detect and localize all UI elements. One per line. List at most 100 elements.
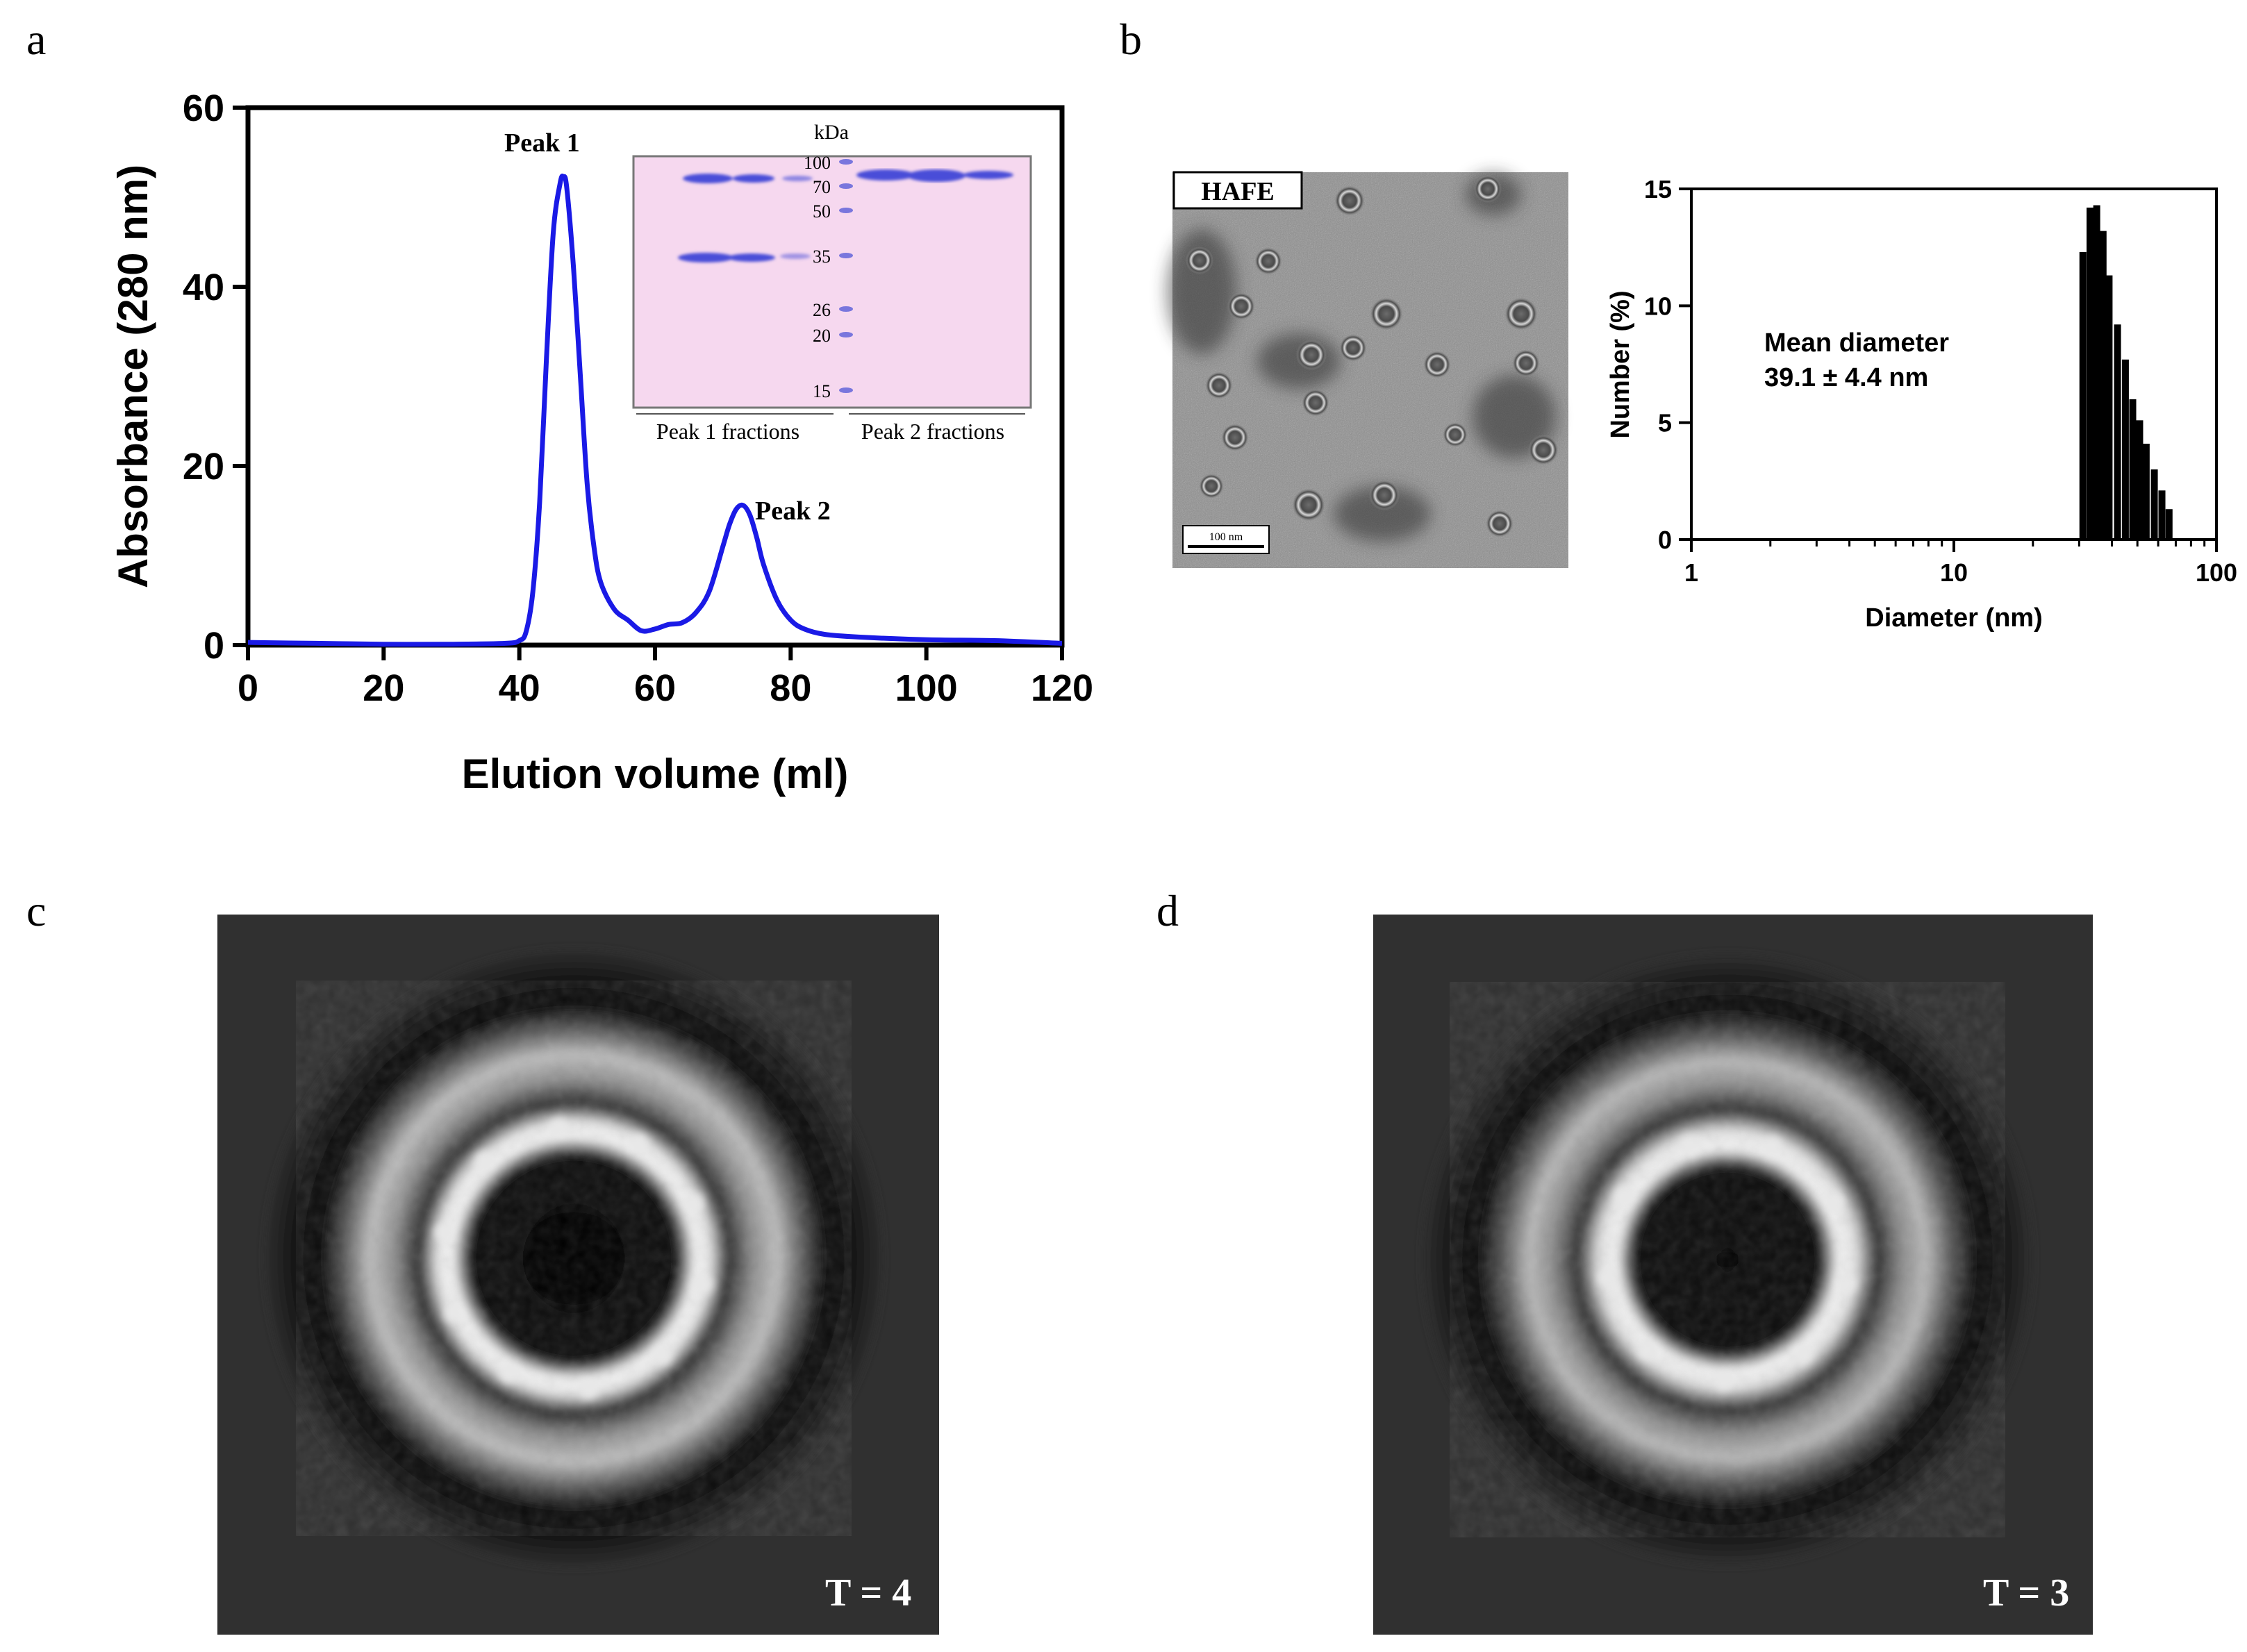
panel-label-c: c: [26, 886, 47, 935]
peak-1-fractions-caption: Peak 1 fractions: [656, 419, 799, 444]
peak-1-label: Peak 1: [504, 128, 580, 158]
histogram-bar: [2121, 359, 2129, 540]
peak-1-bands: [678, 174, 813, 262]
panel-label-b: b: [1120, 15, 1142, 64]
tem-particle: [1339, 334, 1367, 362]
histogram-bar: [2142, 443, 2150, 540]
histogram-bar: [2150, 469, 2158, 540]
gel-band: [856, 169, 915, 181]
tem-particle: [1227, 292, 1255, 320]
x-tick-label: 1: [1684, 558, 1698, 587]
gel-band: [780, 253, 811, 259]
class-average-t4-texture: [296, 981, 852, 1536]
histogram-bar: [2105, 275, 2113, 540]
x-tick-label: 10: [1940, 558, 1968, 587]
x-tick-label: 0: [238, 667, 258, 709]
tem-particle: [1504, 297, 1538, 331]
class-average-t3-texture: [1450, 982, 2005, 1537]
tem-particle: [1486, 510, 1514, 537]
tem-label-box: [1172, 171, 1303, 210]
y-tick-label: 0: [1658, 526, 1672, 554]
tem-scalebar-label: 100 nm: [1209, 531, 1243, 543]
gel-marker-band: [839, 208, 853, 213]
gel-marker-label: 50: [813, 201, 831, 222]
x-tick-label: 40: [499, 667, 540, 709]
capsomer-spike: [444, 1303, 464, 1323]
capsomer-spike: [579, 1379, 599, 1399]
chromatogram-chart: 0 20 40 60 80 100 120 0 20 40 60 Absorbance (280 n…: [110, 87, 1093, 797]
gel-marker-band: [839, 332, 853, 337]
tem-particle: [1296, 340, 1327, 370]
tem-particle: [1221, 424, 1249, 451]
x-tick-label: 100: [2196, 558, 2237, 587]
class-average-t4: T = 4: [217, 915, 939, 1635]
tem-particle: [1370, 297, 1403, 331]
gel-band: [683, 174, 733, 183]
gel-image: [632, 155, 1032, 409]
histogram-bar: [2086, 207, 2093, 540]
x-tick-label: 60: [634, 667, 676, 709]
tem-particle: [1254, 247, 1282, 275]
gel-marker-band: [839, 253, 853, 258]
gel-marker-label: 70: [813, 177, 831, 197]
histogram-bar: [2136, 420, 2144, 540]
tem-particle: [1186, 247, 1213, 274]
tem-label: HAFE: [1201, 177, 1275, 206]
tem-particle: [1423, 351, 1451, 378]
tem-particle: [1474, 175, 1502, 203]
tem-micrograph: HAFE 100 nm: [1167, 171, 1568, 568]
class-average-t3-capsomer-spikes: [1597, 1135, 1857, 1391]
gel-band: [728, 253, 775, 262]
capsomer-spike: [474, 1151, 495, 1171]
panel-label-d: d: [1156, 886, 1179, 935]
gel-marker-label: 100: [804, 153, 831, 173]
tem-particle: [1302, 389, 1329, 417]
class-average-t4-capsomer-spikes: [434, 1117, 713, 1399]
tem-particle: [1292, 488, 1325, 522]
sds-page-gel-inset: kDa 100 70 50 35 26 20 15 Peak 1 fractions Pea…: [632, 121, 1032, 444]
y-tick-label: 40: [183, 267, 224, 308]
x-tick-label: 20: [363, 667, 404, 709]
gel-marker-band: [839, 183, 853, 189]
capsomer-spike: [683, 1194, 704, 1214]
y-tick-label: 0: [204, 625, 224, 667]
gel-marker-label: 35: [813, 247, 831, 267]
capsomer-spike: [499, 1363, 519, 1383]
histogram-bar: [2079, 251, 2087, 540]
capsomer-spike: [1762, 1137, 1782, 1157]
class-average-t4-label: T = 4: [825, 1571, 911, 1615]
gel-marker-label: 26: [813, 300, 831, 320]
tem-scalebar-box: [1182, 525, 1270, 554]
gel-band: [782, 176, 813, 181]
histogram-bar: [2114, 324, 2121, 540]
tem-particle: [1369, 480, 1400, 510]
tem-particle: [1199, 474, 1224, 499]
tem-particle: [1443, 422, 1468, 447]
capsomer-spike: [1714, 1371, 1734, 1391]
chromatogram-ylabel: Absorbance (280 nm): [110, 165, 156, 588]
capsomer-spike: [1637, 1341, 1657, 1361]
histogram-bar: [2158, 490, 2166, 540]
chromatogram-trace: [247, 174, 1063, 647]
histogram-bar: [2093, 205, 2100, 540]
x-tick-label: 100: [895, 667, 958, 709]
capsomer-spike: [1614, 1186, 1634, 1206]
y-tick-label: 60: [183, 87, 224, 129]
class-average-t3-label: T = 3: [1983, 1571, 2069, 1615]
capsomer-spike: [1836, 1274, 1857, 1294]
gel-marker-label: 20: [813, 326, 831, 346]
peak-2-fractions-caption: Peak 2 fractions: [861, 419, 1004, 444]
capsomer-spike: [693, 1274, 713, 1294]
gel-kda-label: kDa: [814, 121, 849, 144]
gel-marker-band: [839, 387, 853, 393]
tem-particle: [1512, 349, 1540, 377]
capsomer-spike: [549, 1117, 569, 1137]
tem-particle: [1528, 435, 1559, 465]
capsomer-spike: [629, 1133, 649, 1153]
gel-band: [733, 174, 774, 183]
y-tick-label: 15: [1644, 175, 1672, 203]
panel-label-a: a: [26, 15, 47, 64]
capsomer-spike: [1679, 1135, 1699, 1155]
x-tick-label: 120: [1031, 667, 1093, 709]
